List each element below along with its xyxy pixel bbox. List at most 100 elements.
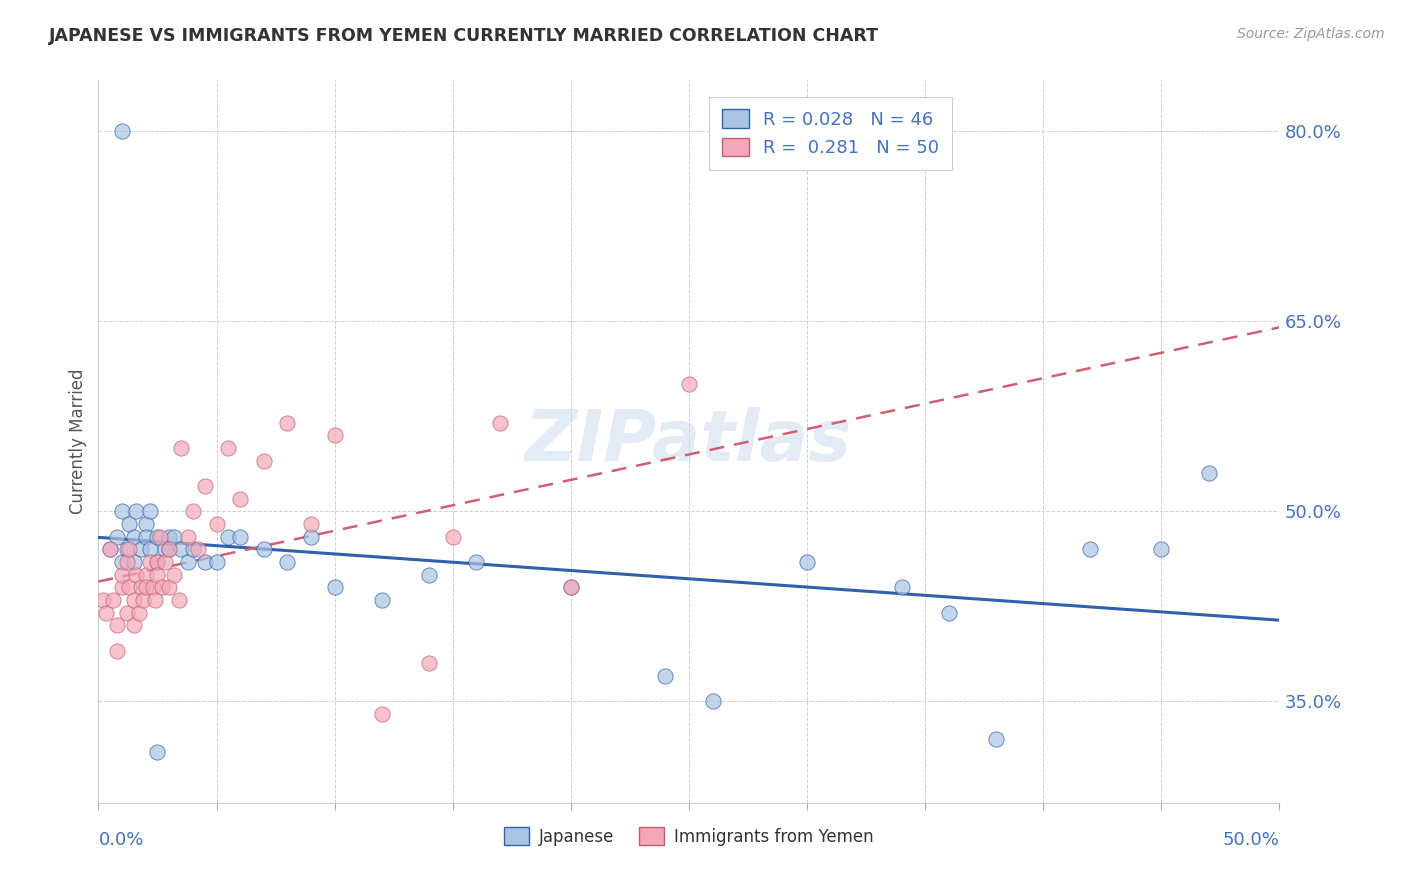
- Point: [146, 555, 169, 569]
- Point: [122, 530, 145, 544]
- Point: [153, 542, 176, 557]
- Point: [125, 567, 148, 582]
- Point: [1198, 467, 1220, 481]
- Point: [91, 593, 114, 607]
- Point: [139, 555, 162, 569]
- Point: [115, 542, 138, 557]
- Point: [157, 580, 180, 594]
- Point: [1150, 542, 1173, 557]
- Point: [118, 580, 141, 594]
- Point: [299, 516, 322, 531]
- Point: [115, 555, 138, 569]
- Point: [299, 530, 322, 544]
- Point: [217, 530, 239, 544]
- Point: [253, 542, 276, 557]
- Point: [118, 516, 141, 531]
- Text: Source: ZipAtlas.com: Source: ZipAtlas.com: [1237, 27, 1385, 41]
- Point: [139, 542, 162, 557]
- Text: JAPANESE VS IMMIGRANTS FROM YEMEN CURRENTLY MARRIED CORRELATION CHART: JAPANESE VS IMMIGRANTS FROM YEMEN CURREN…: [49, 27, 879, 45]
- Point: [111, 567, 134, 582]
- Point: [149, 530, 172, 544]
- Text: ZIPatlas: ZIPatlas: [526, 407, 852, 476]
- Text: 50.0%: 50.0%: [1223, 830, 1279, 848]
- Point: [129, 542, 152, 557]
- Point: [163, 567, 186, 582]
- Point: [205, 516, 228, 531]
- Point: [111, 580, 134, 594]
- Point: [560, 580, 582, 594]
- Point: [560, 580, 582, 594]
- Point: [938, 606, 960, 620]
- Point: [135, 516, 157, 531]
- Point: [167, 593, 190, 607]
- Point: [418, 657, 440, 671]
- Point: [276, 416, 298, 430]
- Point: [150, 580, 173, 594]
- Point: [105, 618, 128, 632]
- Point: [98, 542, 121, 557]
- Point: [98, 542, 121, 557]
- Point: [323, 428, 346, 442]
- Point: [170, 542, 193, 557]
- Point: [163, 530, 186, 544]
- Point: [796, 555, 818, 569]
- Point: [115, 606, 138, 620]
- Point: [143, 593, 166, 607]
- Point: [170, 441, 193, 455]
- Point: [253, 453, 276, 467]
- Point: [654, 669, 676, 683]
- Legend: Japanese, Immigrants from Yemen: Japanese, Immigrants from Yemen: [498, 821, 880, 852]
- Point: [1080, 542, 1102, 557]
- Point: [187, 542, 209, 557]
- Point: [128, 606, 150, 620]
- Point: [371, 593, 394, 607]
- Point: [984, 732, 1007, 747]
- Point: [122, 618, 145, 632]
- Point: [441, 530, 464, 544]
- Point: [153, 555, 176, 569]
- Point: [489, 416, 512, 430]
- Point: [111, 555, 134, 569]
- Point: [181, 504, 204, 518]
- Point: [177, 530, 200, 544]
- Point: [371, 707, 394, 722]
- Point: [157, 542, 180, 557]
- Y-axis label: Currently Married: Currently Married: [69, 368, 87, 515]
- Point: [105, 643, 128, 657]
- Point: [702, 694, 724, 708]
- Point: [105, 530, 128, 544]
- Point: [139, 504, 162, 518]
- Point: [276, 555, 298, 569]
- Point: [323, 580, 346, 594]
- Point: [157, 530, 180, 544]
- Point: [177, 555, 200, 569]
- Point: [101, 593, 124, 607]
- Point: [111, 504, 134, 518]
- Point: [135, 567, 157, 582]
- Point: [678, 377, 700, 392]
- Point: [135, 580, 157, 594]
- Point: [94, 606, 117, 620]
- Point: [181, 542, 204, 557]
- Point: [111, 124, 134, 138]
- Point: [194, 555, 217, 569]
- Point: [146, 745, 169, 759]
- Point: [146, 555, 169, 569]
- Point: [217, 441, 239, 455]
- Point: [122, 555, 145, 569]
- Point: [465, 555, 488, 569]
- Point: [205, 555, 228, 569]
- Point: [146, 530, 169, 544]
- Point: [194, 479, 217, 493]
- Point: [157, 542, 180, 557]
- Point: [129, 580, 152, 594]
- Point: [146, 567, 169, 582]
- Point: [132, 593, 155, 607]
- Point: [122, 593, 145, 607]
- Text: 0.0%: 0.0%: [98, 830, 143, 848]
- Point: [135, 530, 157, 544]
- Point: [229, 491, 252, 506]
- Point: [229, 530, 252, 544]
- Point: [142, 580, 165, 594]
- Point: [125, 504, 148, 518]
